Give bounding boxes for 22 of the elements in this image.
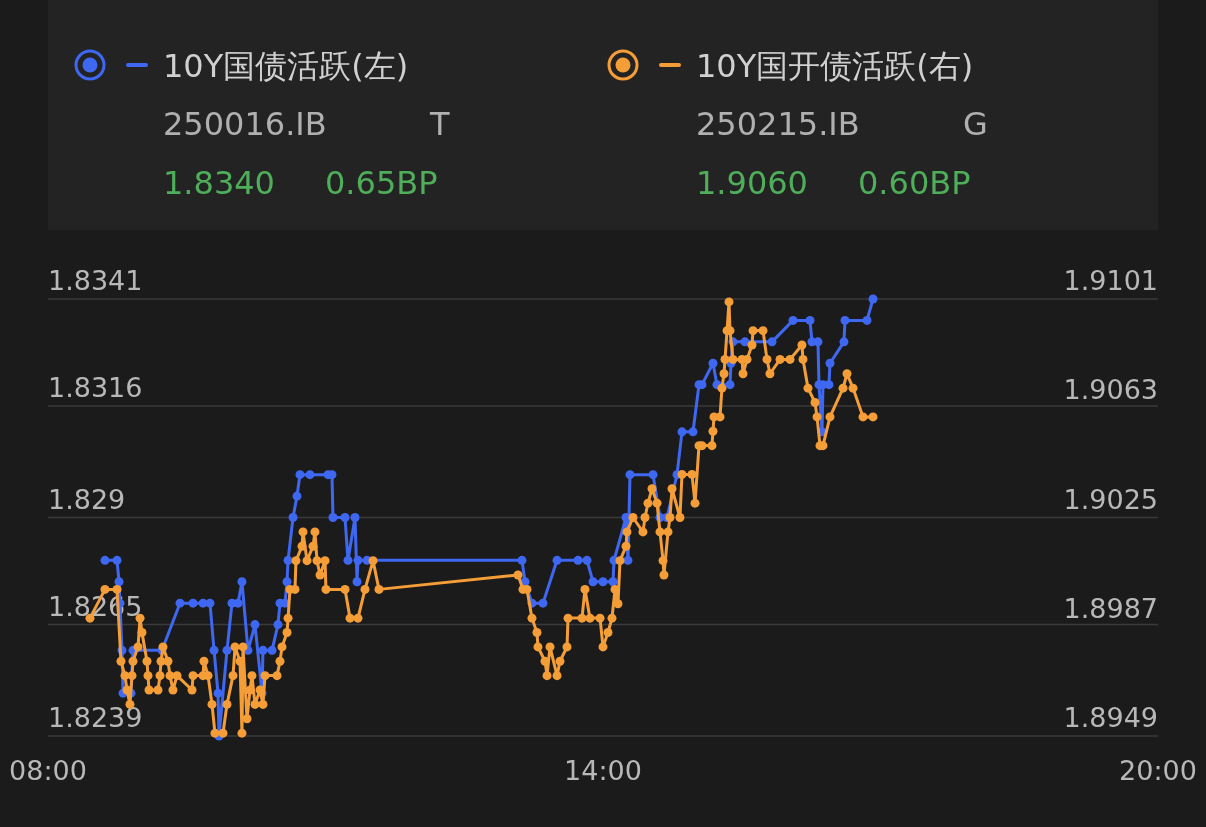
legend-label: 10Y国债活跃(左) xyxy=(163,47,409,85)
y-tick-label: 1.8316 xyxy=(48,372,143,404)
text: 0.65BP xyxy=(325,164,438,202)
x-tick-label: 08:00 xyxy=(9,755,87,786)
y2-tick-label: 1.9063 xyxy=(1063,374,1158,406)
x-tick-label: 14:00 xyxy=(564,755,642,786)
x-tick-label: 20:00 xyxy=(1119,755,1197,786)
text: 1.8340 xyxy=(163,164,275,202)
y2-tick-label: 1.8987 xyxy=(1063,592,1158,624)
y2-tick-label: 1.8949 xyxy=(1063,702,1158,733)
y2-tick-label: 1.9101 xyxy=(1063,265,1158,296)
text: 1.9060 xyxy=(696,164,808,202)
y-tick-label: 1.8341 xyxy=(48,265,143,296)
y-tick-label: 1.829 xyxy=(48,483,126,515)
legend-label: 10Y国开债活跃(右) xyxy=(696,47,974,85)
text: T xyxy=(430,105,450,143)
text: 0.60BP xyxy=(858,164,971,202)
text: G xyxy=(963,105,988,143)
y2-tick-label: 1.9025 xyxy=(1063,483,1158,515)
y-tick-label: 1.8239 xyxy=(48,702,143,733)
text: 250215.IB xyxy=(696,105,860,143)
text: 250016.IB xyxy=(163,105,327,143)
